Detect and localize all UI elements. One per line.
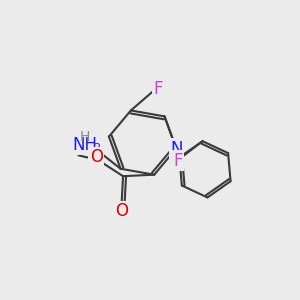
Text: H: H xyxy=(80,130,90,144)
Text: N: N xyxy=(170,140,182,158)
Text: 2: 2 xyxy=(93,143,100,153)
Text: O: O xyxy=(90,148,103,166)
Text: O: O xyxy=(115,202,128,220)
Text: F: F xyxy=(154,80,163,98)
Text: F: F xyxy=(173,152,183,169)
Text: NH: NH xyxy=(72,136,98,154)
